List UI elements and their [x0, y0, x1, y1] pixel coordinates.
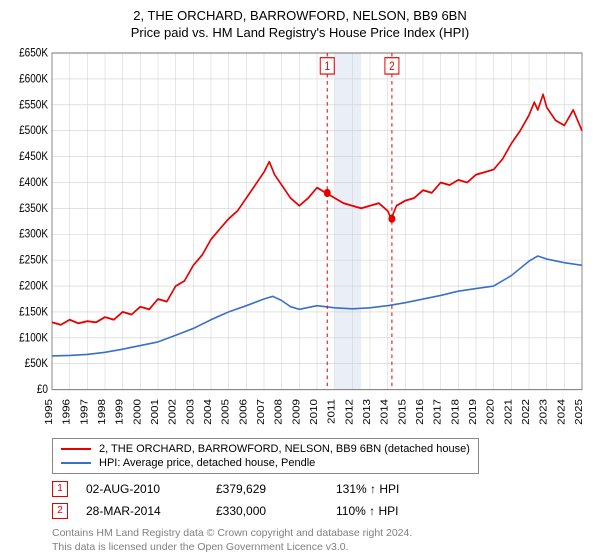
- sale-price: £330,000: [216, 504, 336, 518]
- svg-text:2023: 2023: [538, 399, 549, 425]
- svg-text:2001: 2001: [150, 399, 161, 425]
- line-chart-svg: £0 £50K £100K £150K £200K £250K £300K £350K £400…: [10, 46, 590, 432]
- svg-text:£150K: £150K: [19, 306, 49, 319]
- svg-text:£250K: £250K: [19, 254, 49, 267]
- svg-text:£550K: £550K: [19, 99, 49, 112]
- chart-plot: £0 £50K £100K £150K £200K £250K £300K £350K £400…: [10, 46, 590, 432]
- svg-text:£0: £0: [37, 383, 48, 396]
- svg-text:2010: 2010: [309, 399, 320, 425]
- svg-text:2007: 2007: [256, 399, 267, 425]
- sale-delta: 110% ↑ HPI: [336, 504, 456, 518]
- legend-item-hpi: HPI: Average price, detached house, Pend…: [61, 457, 470, 469]
- svg-text:£600K: £600K: [19, 73, 49, 86]
- svg-text:£300K: £300K: [19, 228, 49, 241]
- title-subtitle: Price paid vs. HM Land Registry's House …: [10, 25, 590, 40]
- svg-text:£500K: £500K: [19, 125, 49, 138]
- svg-text:2006: 2006: [238, 399, 249, 425]
- footer-line1: Contains HM Land Registry data © Crown c…: [52, 526, 590, 540]
- svg-text:2012: 2012: [344, 399, 355, 425]
- svg-text:2015: 2015: [397, 399, 408, 425]
- svg-text:2000: 2000: [132, 399, 143, 425]
- sale-row: 2 28-MAR-2014 £330,000 110% ↑ HPI: [52, 500, 590, 522]
- svg-text:2014: 2014: [379, 399, 390, 425]
- legend-swatch-property: [61, 448, 91, 450]
- svg-text:£200K: £200K: [19, 280, 49, 293]
- legend-swatch-hpi: [61, 462, 91, 464]
- svg-text:2024: 2024: [556, 399, 567, 425]
- title-address: 2, THE ORCHARD, BARROWFORD, NELSON, BB9 …: [10, 8, 590, 23]
- svg-text:1995: 1995: [44, 399, 55, 425]
- svg-text:2019: 2019: [468, 399, 479, 425]
- legend-item-property: 2, THE ORCHARD, BARROWFORD, NELSON, BB9 …: [61, 443, 470, 455]
- svg-text:2005: 2005: [220, 399, 231, 425]
- svg-text:2003: 2003: [185, 399, 196, 425]
- svg-text:1998: 1998: [97, 399, 108, 425]
- sale-marker-1: 1: [52, 481, 68, 497]
- chart-container: 2, THE ORCHARD, BARROWFORD, NELSON, BB9 …: [0, 0, 600, 560]
- footer-line2: This data is licensed under the Open Gov…: [52, 540, 590, 554]
- svg-text:£100K: £100K: [19, 332, 49, 345]
- sale-price: £379,629: [216, 482, 336, 496]
- svg-text:2: 2: [389, 60, 395, 73]
- svg-text:2022: 2022: [521, 399, 532, 425]
- svg-text:2016: 2016: [415, 399, 426, 425]
- svg-text:2013: 2013: [362, 399, 373, 425]
- svg-text:2021: 2021: [503, 399, 514, 425]
- svg-text:£50K: £50K: [25, 358, 49, 371]
- svg-text:2009: 2009: [291, 399, 302, 425]
- svg-text:£400K: £400K: [19, 176, 49, 189]
- sale-delta: 131% ↑ HPI: [336, 482, 456, 496]
- svg-text:2020: 2020: [485, 399, 496, 425]
- sales-table: 1 02-AUG-2010 £379,629 131% ↑ HPI 2 28-M…: [52, 478, 590, 522]
- svg-text:1996: 1996: [61, 399, 72, 425]
- footer-attribution: Contains HM Land Registry data © Crown c…: [52, 526, 590, 554]
- svg-text:1: 1: [324, 60, 330, 73]
- legend: 2, THE ORCHARD, BARROWFORD, NELSON, BB9 …: [52, 438, 479, 474]
- svg-text:2025: 2025: [574, 399, 585, 425]
- svg-text:2017: 2017: [432, 399, 443, 425]
- svg-text:2002: 2002: [167, 399, 178, 425]
- svg-text:1997: 1997: [79, 399, 90, 425]
- legend-label-hpi: HPI: Average price, detached house, Pend…: [99, 457, 315, 469]
- svg-text:£650K: £650K: [19, 47, 49, 60]
- sale-row: 1 02-AUG-2010 £379,629 131% ↑ HPI: [52, 478, 590, 500]
- svg-text:2004: 2004: [203, 399, 214, 425]
- svg-text:2018: 2018: [450, 399, 461, 425]
- legend-label-property: 2, THE ORCHARD, BARROWFORD, NELSON, BB9 …: [99, 443, 470, 455]
- chart-titles: 2, THE ORCHARD, BARROWFORD, NELSON, BB9 …: [10, 8, 590, 40]
- svg-text:2011: 2011: [326, 399, 337, 424]
- sale-date: 28-MAR-2014: [86, 504, 216, 518]
- svg-text:£350K: £350K: [19, 202, 49, 215]
- sale-marker-2: 2: [52, 503, 68, 519]
- sale-date: 02-AUG-2010: [86, 482, 216, 496]
- svg-text:1999: 1999: [114, 399, 125, 425]
- svg-text:£450K: £450K: [19, 150, 49, 163]
- svg-text:2008: 2008: [273, 399, 284, 425]
